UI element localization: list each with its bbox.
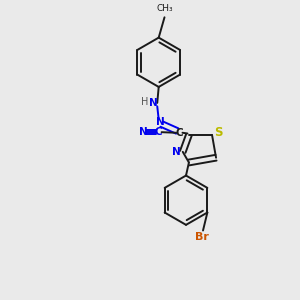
Text: N: N	[172, 147, 181, 157]
Text: S: S	[214, 126, 223, 139]
Text: CH₃: CH₃	[157, 4, 173, 13]
Text: N: N	[156, 117, 164, 127]
Text: Br: Br	[195, 232, 209, 242]
Text: N: N	[139, 127, 147, 137]
Text: C: C	[155, 127, 163, 137]
Text: N: N	[148, 98, 157, 109]
Text: C: C	[176, 128, 183, 138]
Text: H: H	[141, 97, 149, 107]
